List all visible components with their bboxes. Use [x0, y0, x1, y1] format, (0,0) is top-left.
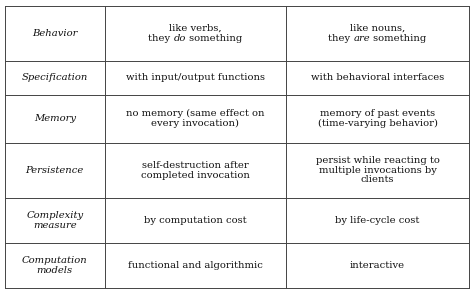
- Text: they: they: [148, 34, 173, 43]
- Text: Persistence: Persistence: [26, 166, 84, 175]
- Text: Memory: Memory: [34, 114, 76, 123]
- Text: with input/output functions: with input/output functions: [126, 74, 264, 82]
- Text: like verbs,: like verbs,: [169, 24, 221, 33]
- Text: by computation cost: by computation cost: [144, 216, 246, 225]
- Text: are: are: [354, 34, 370, 43]
- Text: like nouns,: like nouns,: [350, 24, 405, 33]
- Text: something: something: [186, 34, 242, 43]
- Text: Specification: Specification: [21, 74, 88, 82]
- Text: by life-cycle cost: by life-cycle cost: [335, 216, 419, 225]
- Text: Complexity
measure: Complexity measure: [26, 211, 83, 230]
- Text: Computation
models: Computation models: [22, 256, 88, 275]
- Text: every invocation): every invocation): [151, 119, 239, 128]
- Text: Behavior: Behavior: [32, 29, 77, 38]
- Text: do: do: [173, 34, 186, 43]
- Text: clients: clients: [361, 176, 394, 185]
- Text: interactive: interactive: [350, 261, 405, 270]
- Text: memory of past events: memory of past events: [320, 109, 435, 118]
- Text: functional and algorithmic: functional and algorithmic: [128, 261, 263, 270]
- Text: something: something: [370, 34, 427, 43]
- Text: no memory (same effect on: no memory (same effect on: [126, 109, 264, 118]
- Text: (time-varying behavior): (time-varying behavior): [318, 119, 438, 128]
- Text: with behavioral interfaces: with behavioral interfaces: [311, 74, 444, 82]
- Text: self-destruction after: self-destruction after: [142, 161, 248, 170]
- Text: persist while reacting to: persist while reacting to: [316, 156, 439, 165]
- Text: multiple invocations by: multiple invocations by: [319, 166, 437, 175]
- Text: completed invocation: completed invocation: [141, 171, 250, 180]
- Text: they: they: [328, 34, 354, 43]
